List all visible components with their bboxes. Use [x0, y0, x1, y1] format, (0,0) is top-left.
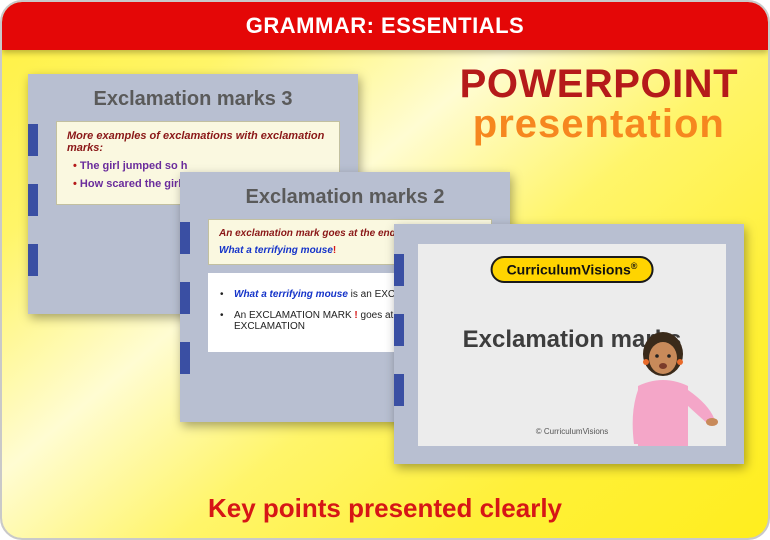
- bullet-em: What a terrifying mouse: [234, 289, 348, 300]
- slide-1: CurriculumVisions® Exclamation marks © C…: [394, 224, 744, 464]
- promo-line1: POWERPOINT: [460, 64, 738, 104]
- slide-stripes: [394, 254, 404, 434]
- logo-reg: ®: [631, 261, 638, 271]
- logo-text: CurriculumVisions: [507, 262, 631, 278]
- slide-3-heading: Exclamation marks 3: [28, 74, 358, 111]
- promo-title: POWERPOINT presentation: [460, 64, 738, 144]
- card-frame: GRAMMAR: ESSENTIALS POWERPOINT presentat…: [0, 0, 770, 540]
- slide-stripes: [180, 222, 190, 402]
- slide-3-item: The girl jumped so h: [73, 160, 329, 172]
- slide-3-lead: More examples of exclamations with excla…: [67, 130, 329, 154]
- presenter-illustration: [608, 326, 718, 446]
- bullet-prefix: An EXCLAMATION MARK: [234, 310, 354, 321]
- curriculum-visions-logo: CurriculumVisions®: [491, 256, 654, 283]
- example-mark: !: [333, 245, 336, 256]
- top-banner: GRAMMAR: ESSENTIALS: [2, 2, 768, 50]
- slide-stripes: [28, 124, 38, 304]
- slide-2-heading: Exclamation marks 2: [180, 172, 510, 209]
- slide-1-inner: CurriculumVisions® Exclamation marks © C…: [418, 244, 726, 446]
- promo-line2: presentation: [460, 104, 738, 144]
- tagline: Key points presented clearly: [2, 493, 768, 524]
- banner-title: GRAMMAR: ESSENTIALS: [246, 13, 524, 39]
- example-text: What a terrifying mouse: [219, 245, 333, 256]
